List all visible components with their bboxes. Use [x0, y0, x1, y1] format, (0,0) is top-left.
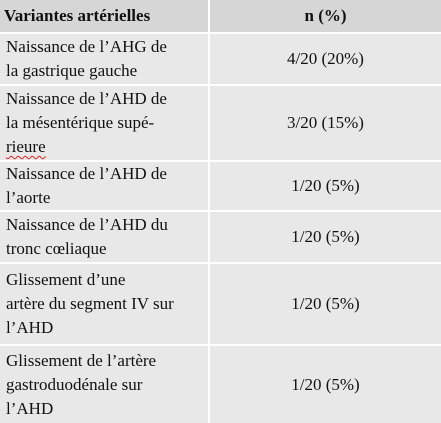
header-cell: Variantes artérielles — [0, 0, 208, 32]
label-line: l’AHD — [6, 398, 54, 418]
value-cell: 1/20 (5%) — [210, 264, 441, 344]
label-line: la mésentérique supé- — [6, 113, 155, 132]
label-cell: Glissement d’une artère du segment IV sur… — [0, 264, 208, 344]
table-row: Naissance de l’AHG de la gastrique gauche… — [0, 34, 441, 84]
value-text: 1/20 (5%) — [291, 374, 360, 394]
label-line: gastroduodénale sur — [6, 374, 143, 394]
header-text: Variantes artérielles — [4, 6, 151, 25]
table-row: Naissance de l’AHD de l’aorte 1/20 (5%) — [0, 162, 441, 210]
value-text: 1/20 (5%) — [291, 176, 360, 195]
label-cell: Glissement de l’artère gastroduodénale su… — [0, 346, 208, 423]
value-text: 3/20 (15%) — [287, 113, 364, 132]
value-cell: 4/20 (20%) — [210, 34, 441, 84]
label-line: l’AHD — [6, 318, 54, 337]
value-cell: 1/20 (5%) — [210, 212, 441, 262]
header-row: Variantes artérielles n (%) — [0, 0, 441, 32]
value-text: 1/20 (5%) — [291, 227, 360, 246]
value-cell: 1/20 (5%) — [210, 346, 441, 423]
value-text: 4/20 (20%) — [287, 49, 364, 68]
table-row: Glissement de l’artère gastroduodénale su… — [0, 346, 441, 423]
label-cell: Naissance de l’AHD du tronc cœliaque — [0, 212, 208, 262]
header-text: n (%) — [304, 6, 347, 25]
label-cell: Naissance de l’AHD de la mésentérique sup… — [0, 86, 208, 160]
label-line: Glissement de l’artère — [6, 350, 157, 370]
value-cell: 1/20 (5%) — [210, 162, 441, 210]
label-cell: Naissance de l’AHG de la gastrique gauche — [0, 34, 208, 84]
label-line: Naissance de l’AHG de — [6, 37, 167, 56]
header-cell: n (%) — [210, 0, 441, 32]
table-row: Naissance de l’AHD du tronc cœliaque 1/20 … — [0, 212, 441, 262]
label-line: la gastrique gauche — [6, 61, 138, 80]
label-line: artère du segment IV sur — [6, 294, 174, 313]
label-line: Naissance de l’AHD de — [6, 164, 167, 183]
label-line: Naissance de l’AHD du — [6, 215, 168, 234]
label-cell: Naissance de l’AHD de l’aorte — [0, 162, 208, 210]
label-line: rieure — [6, 137, 46, 156]
label-line: l’aorte — [6, 188, 51, 207]
label-line: Naissance de l’AHD de — [6, 89, 167, 108]
label-line: tronc cœliaque — [6, 239, 107, 258]
value-cell: 3/20 (15%) — [210, 86, 441, 160]
table-row: Glissement d’une artère du segment IV sur… — [0, 264, 441, 344]
value-text: 1/20 (5%) — [291, 294, 360, 313]
table-row: Naissance de l’AHD de la mésentérique sup… — [0, 86, 441, 160]
label-line: Glissement d’une — [6, 270, 126, 289]
